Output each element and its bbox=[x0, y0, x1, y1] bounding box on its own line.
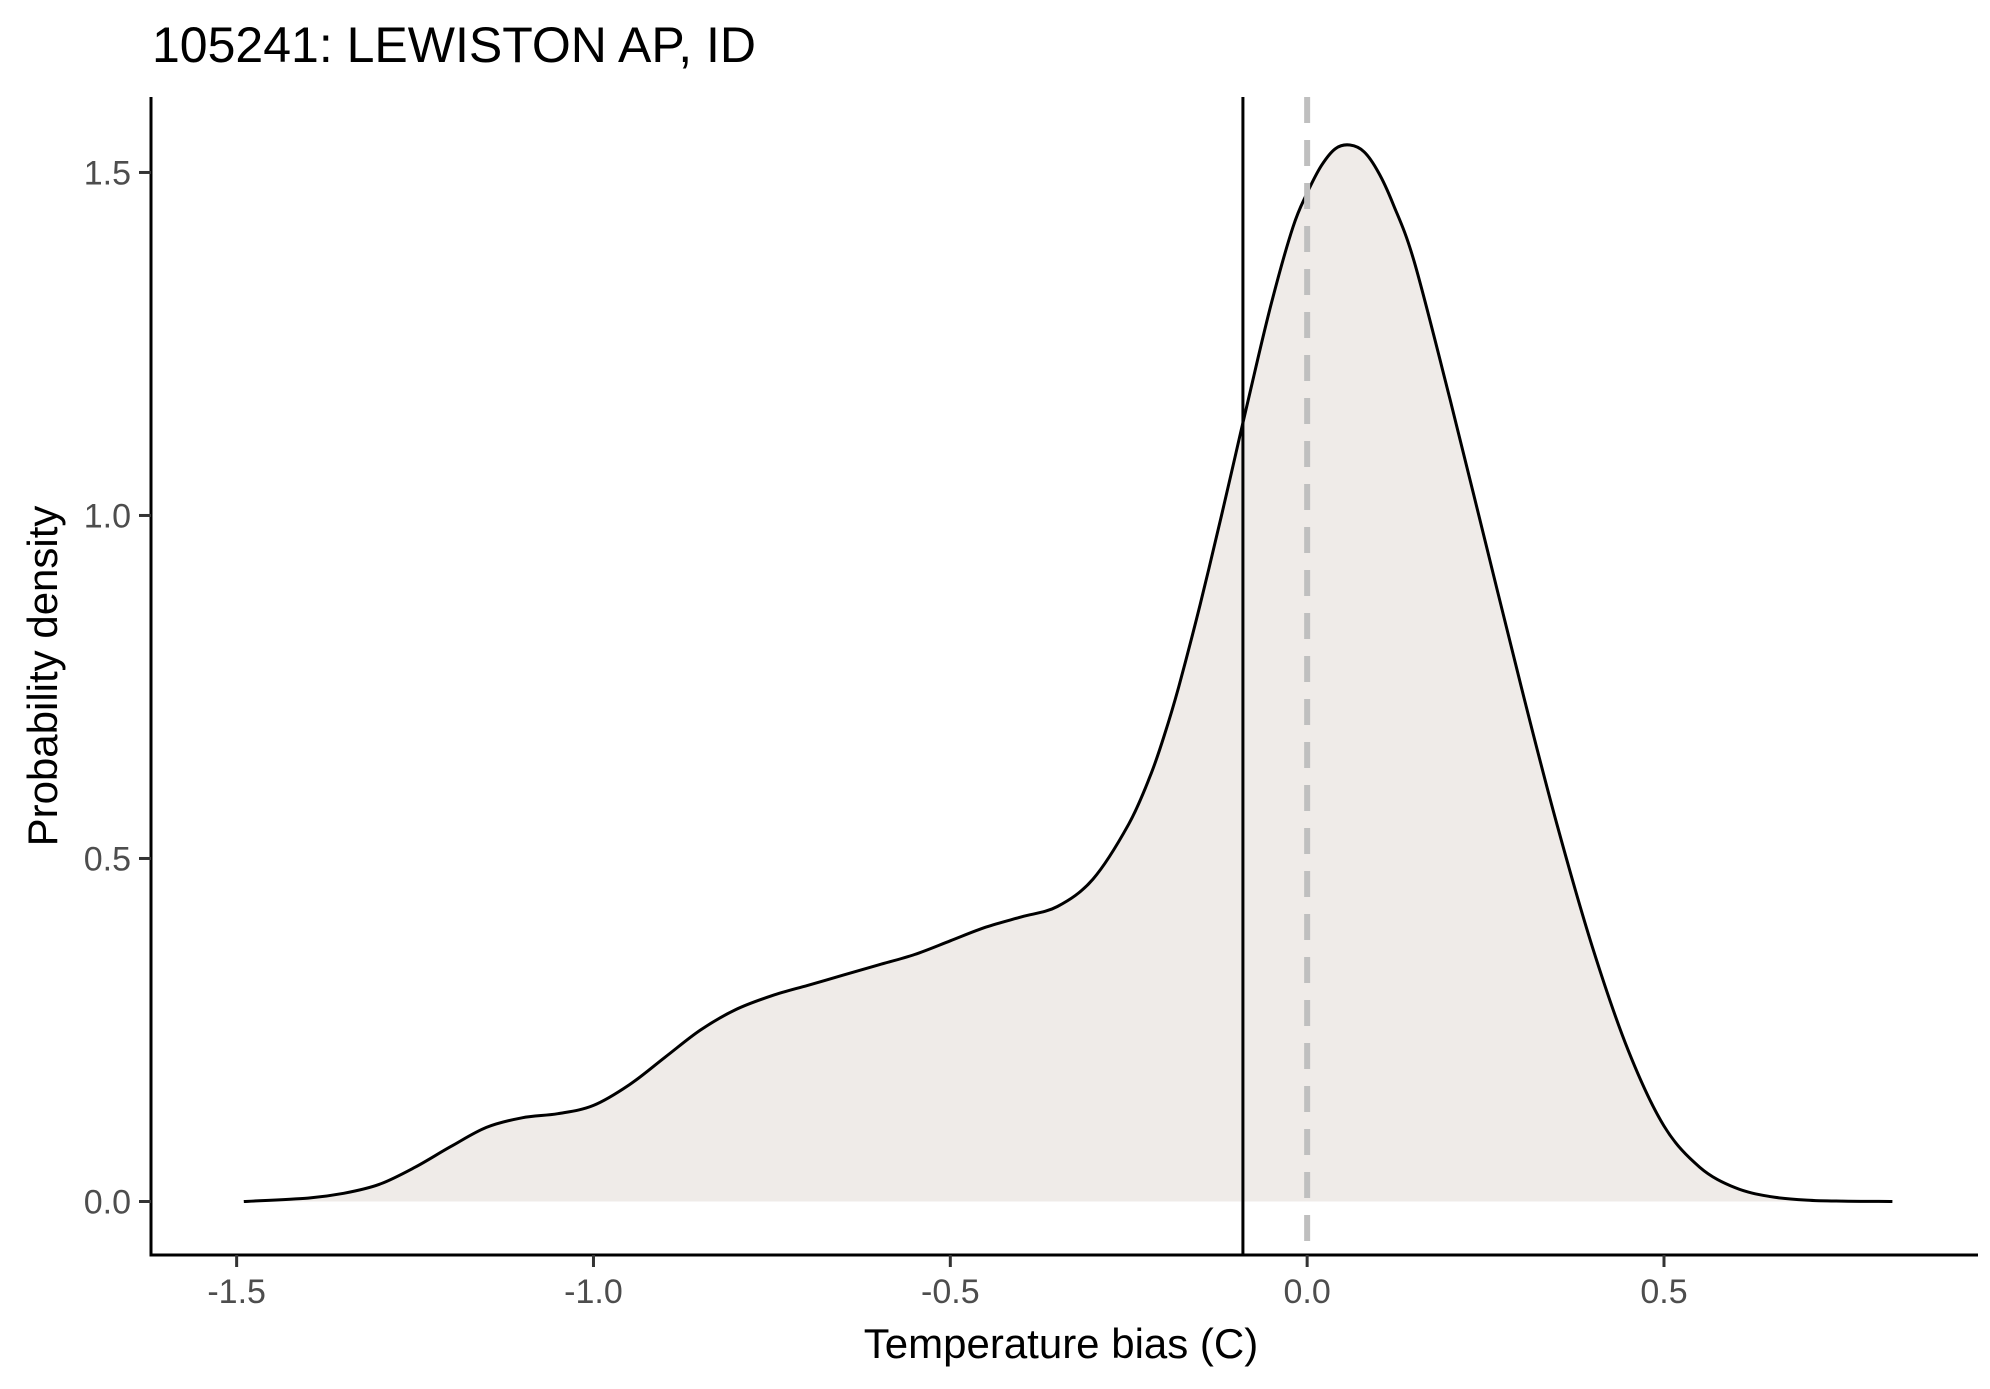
x-tick-label: -1.0 bbox=[564, 1273, 623, 1311]
chart-title: 105241: LEWISTON AP, ID bbox=[152, 17, 756, 73]
x-axis-label: Temperature bias (C) bbox=[864, 1320, 1258, 1367]
density-area-fill bbox=[243, 144, 1893, 1202]
density-curve bbox=[243, 143, 1893, 1203]
x-tick-label: -1.5 bbox=[207, 1273, 266, 1311]
y-axis-ticks: 0.0 0.5 1.0 1.5 bbox=[84, 154, 151, 1221]
x-axis-ticks: -1.5 -1.0 -0.5 0.0 0.5 bbox=[207, 1255, 1688, 1311]
y-tick-label: 0.5 bbox=[84, 840, 131, 878]
plot-area bbox=[243, 97, 1893, 1255]
y-axis-label: Probability density bbox=[19, 506, 66, 847]
y-tick-label: 0.0 bbox=[84, 1183, 131, 1221]
x-tick-label: 0.0 bbox=[1284, 1273, 1331, 1311]
y-tick-label: 1.5 bbox=[84, 154, 131, 192]
axes: -1.5 -1.0 -0.5 0.0 0.5 0.0 0.5 1.0 1.5 bbox=[84, 97, 1978, 1311]
y-tick-label: 1.0 bbox=[84, 497, 131, 535]
x-tick-label: 0.5 bbox=[1640, 1273, 1687, 1311]
x-tick-label: -0.5 bbox=[921, 1273, 980, 1311]
